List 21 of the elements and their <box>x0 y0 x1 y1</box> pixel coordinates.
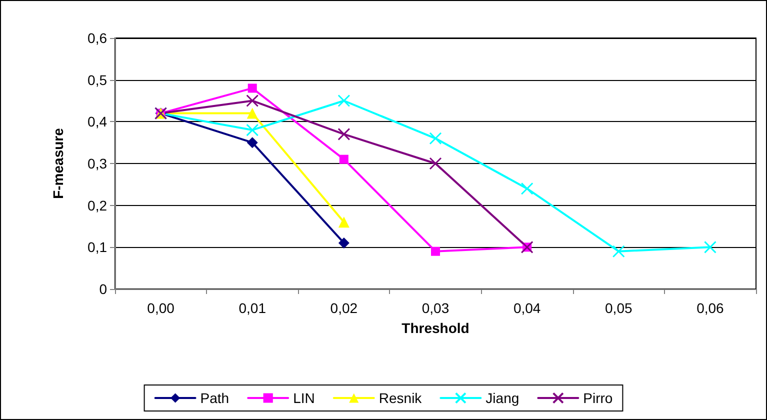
x-axis-title: Threshold <box>402 320 470 336</box>
x-tick-label: 0,01 <box>238 300 266 316</box>
legend-label: Pirro <box>583 390 613 406</box>
x-tick-label: 0,00 <box>147 300 175 316</box>
legend-label: LIN <box>293 390 315 406</box>
legend-label: Jiang <box>486 390 520 406</box>
x-tick-label: 0,04 <box>513 300 541 316</box>
x-tick-label: 0,05 <box>605 300 632 316</box>
legend-label: Resnik <box>378 390 423 406</box>
y-tick-label: 0,1 <box>88 239 108 256</box>
y-tick-label: 0,4 <box>88 114 108 130</box>
y-tick-label: 0 <box>99 281 108 297</box>
y-tick-label: 0,5 <box>88 72 108 88</box>
x-tick-label: 0,06 <box>696 300 724 316</box>
x-tick-label: 0,03 <box>422 300 450 316</box>
y-tick-label: 0,3 <box>88 156 108 172</box>
legend-label: Path <box>200 390 230 406</box>
y-tick-label: 0,2 <box>88 197 108 214</box>
x-tick-label: 0,02 <box>330 300 358 316</box>
y-axis-title: F-measure <box>50 128 66 199</box>
y-tick-label: 0,6 <box>88 30 108 46</box>
